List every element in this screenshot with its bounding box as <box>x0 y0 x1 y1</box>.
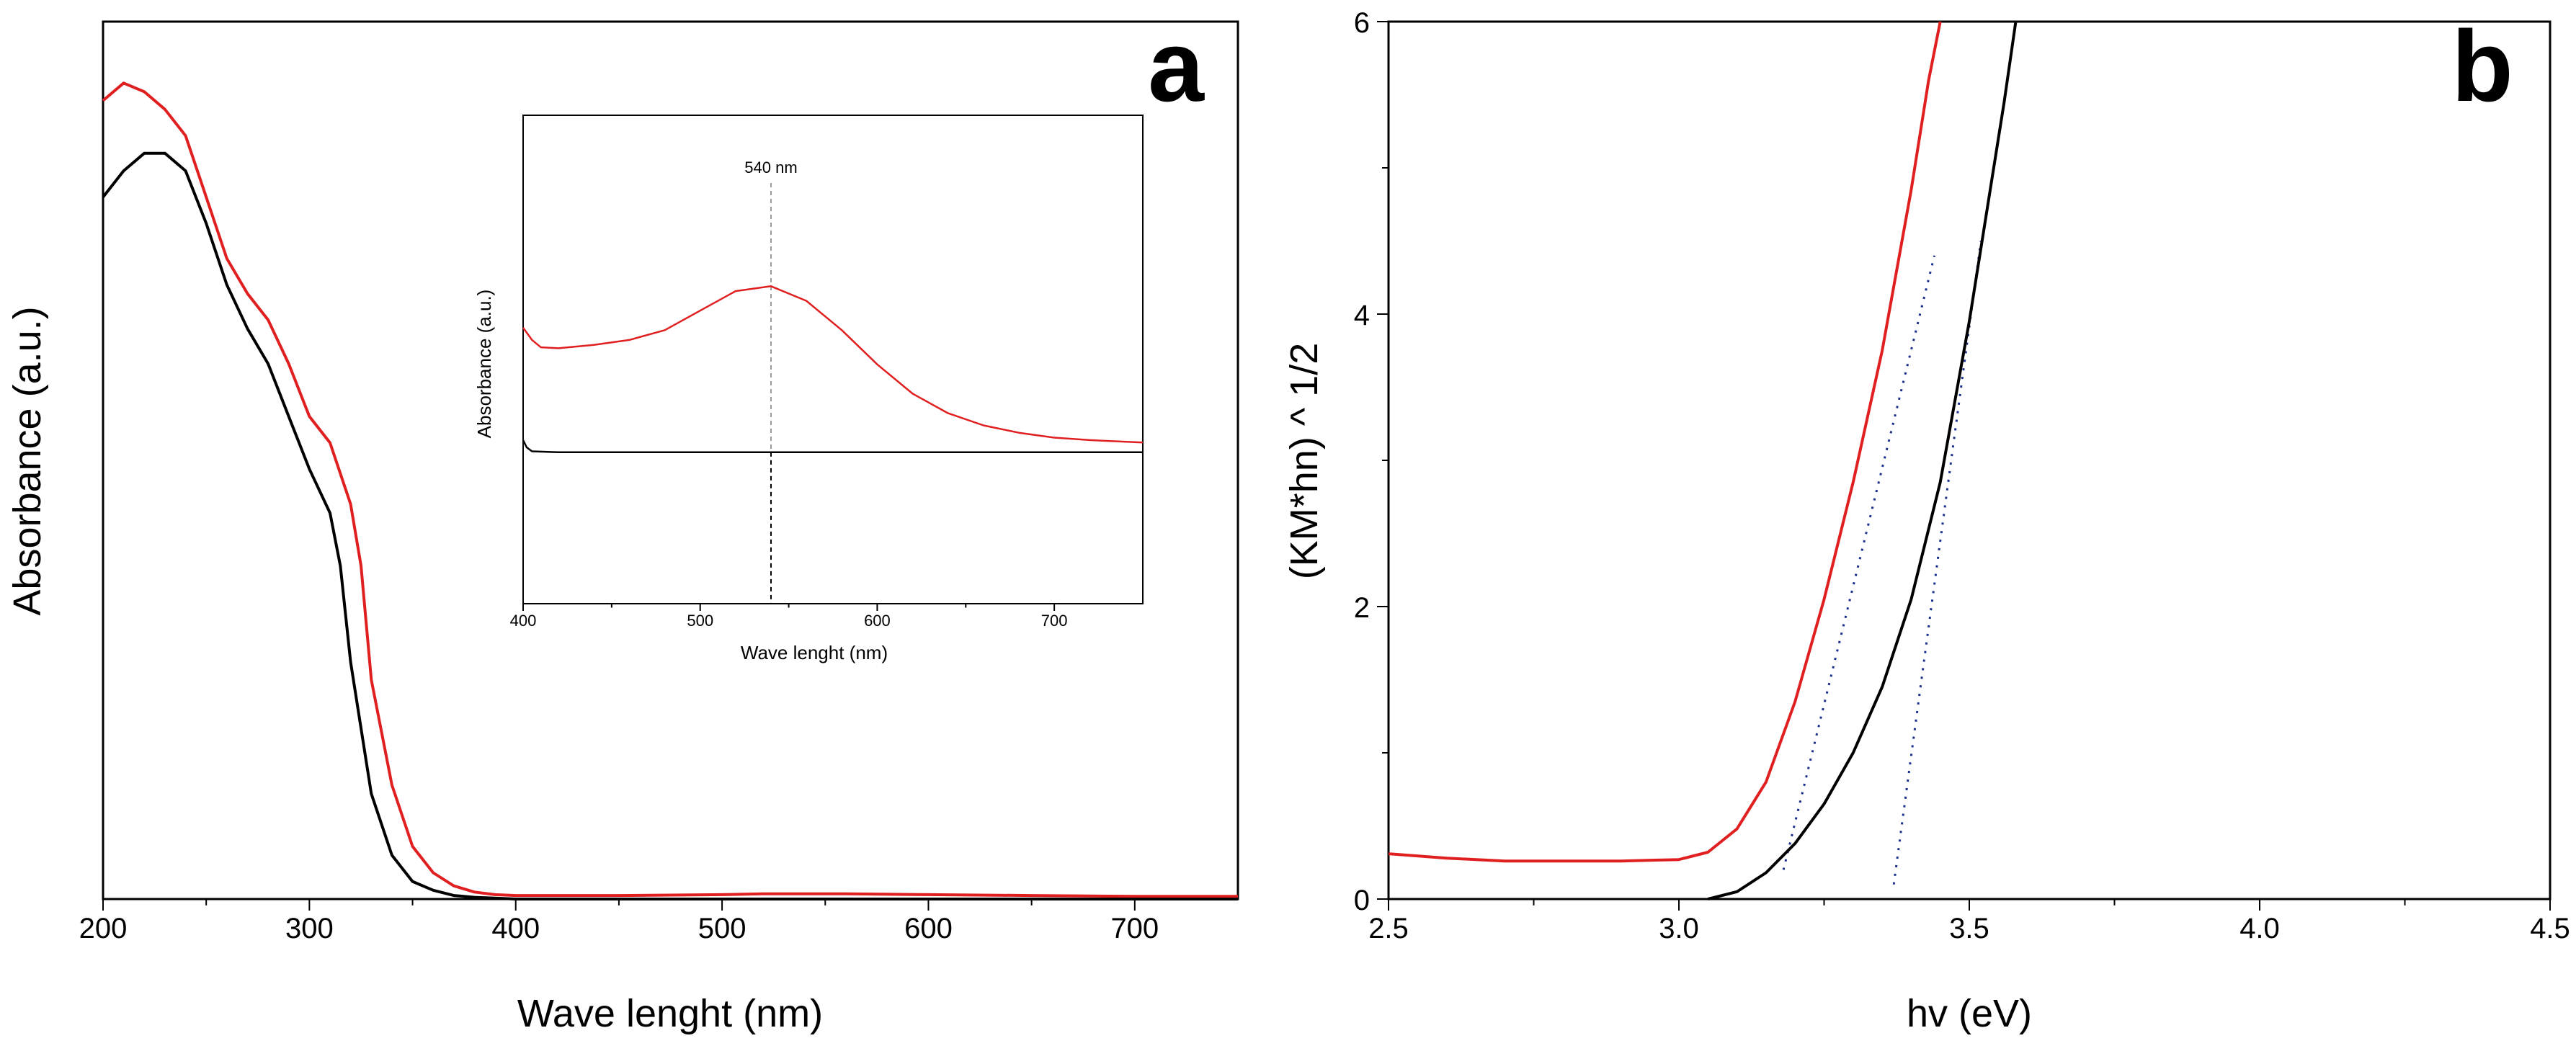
panel-b: 2.5 3.0 3.5 4.0 4.5 0 2 4 6 b hv (eV) (KM*hn) ^… <box>1283 7 2570 1035</box>
panel-a-plot-frame <box>102 20 1239 900</box>
panel-b-x-tick-label: 4.0 <box>2239 913 2280 944</box>
inset-y-label: Absorbance (a.u.) <box>473 290 495 439</box>
inset-series-red <box>522 285 1144 444</box>
panel-b-x-tick-label: 4.5 <box>2530 913 2570 944</box>
panel-a-x-tick-label: 200 <box>79 913 128 944</box>
inset-annotation-label: 540 nm <box>744 158 797 176</box>
panel-a-x-tick-label: 300 <box>285 913 334 944</box>
panel-b-x-tick-label: 3.0 <box>1659 913 1699 944</box>
inset-x-ticks: 400 500 600 700 <box>510 604 1068 630</box>
panel-b-red-fit <box>1782 255 1936 870</box>
panel-b-y-tick-label: 6 <box>1354 7 1370 39</box>
inset-x-tick-label: 700 <box>1041 612 1068 630</box>
panel-b-x-tick-label: 3.5 <box>1949 913 1989 944</box>
panel-b-letter: b <box>2451 9 2513 122</box>
panel-a-x-tick-label: 700 <box>1110 913 1159 944</box>
panel-a-inset: 400 500 600 700 540 nm Wave lenght (nm) Abs… <box>473 115 1144 663</box>
panel-b-x-tick-label: 2.5 <box>1368 913 1409 944</box>
panel-a-y-label: Absorbance (a.u.) <box>6 306 49 615</box>
panel-b-y-tick-label: 0 <box>1354 885 1370 916</box>
panel-b-y-label: (KM*hn) ^ 1/2 <box>1283 343 1326 579</box>
inset-x-tick-label: 400 <box>510 612 537 630</box>
inset-plot-frame <box>522 115 1144 604</box>
panel-b-x-ticks: 2.5 3.0 3.5 4.0 4.5 <box>1368 899 2570 944</box>
panel-a-x-ticks: 200 300 400 500 600 700 <box>79 899 1159 944</box>
panel-a-x-label: Wave lenght (nm) <box>517 992 823 1035</box>
inset-x-label: Wave lenght (nm) <box>741 642 888 663</box>
panel-a-series <box>102 81 1238 900</box>
panel-b-series-red <box>1388 21 1942 863</box>
panel-b-y-tick-label: 2 <box>1354 592 1370 624</box>
panel-b-y-ticks: 0 2 4 6 <box>1354 7 1389 916</box>
panel-a-series-red <box>102 81 1238 898</box>
panel-a-x-tick-label: 600 <box>904 913 953 944</box>
panel-a-series-black <box>102 151 1238 900</box>
panel-b-series-black <box>1707 21 2018 900</box>
panel-b-y-tick-label: 4 <box>1354 300 1370 331</box>
panel-b-x-label: hv (eV) <box>1907 992 2032 1035</box>
panel-a-x-tick-label: 400 <box>491 913 540 944</box>
inset-series-black <box>522 439 1143 454</box>
inset-series: 540 nm <box>522 158 1144 604</box>
inset-x-tick-label: 500 <box>687 612 713 630</box>
inset-x-tick-label: 600 <box>864 612 891 630</box>
panel-a-x-tick-label: 500 <box>698 913 746 944</box>
panel-b-plot-frame <box>1387 20 2552 900</box>
panel-b-series <box>1388 21 2018 900</box>
panel-a: 200 300 400 500 600 700 a Wave lenght (nm) Ab… <box>6 9 1239 1035</box>
panel-a-letter: a <box>1148 9 1205 122</box>
